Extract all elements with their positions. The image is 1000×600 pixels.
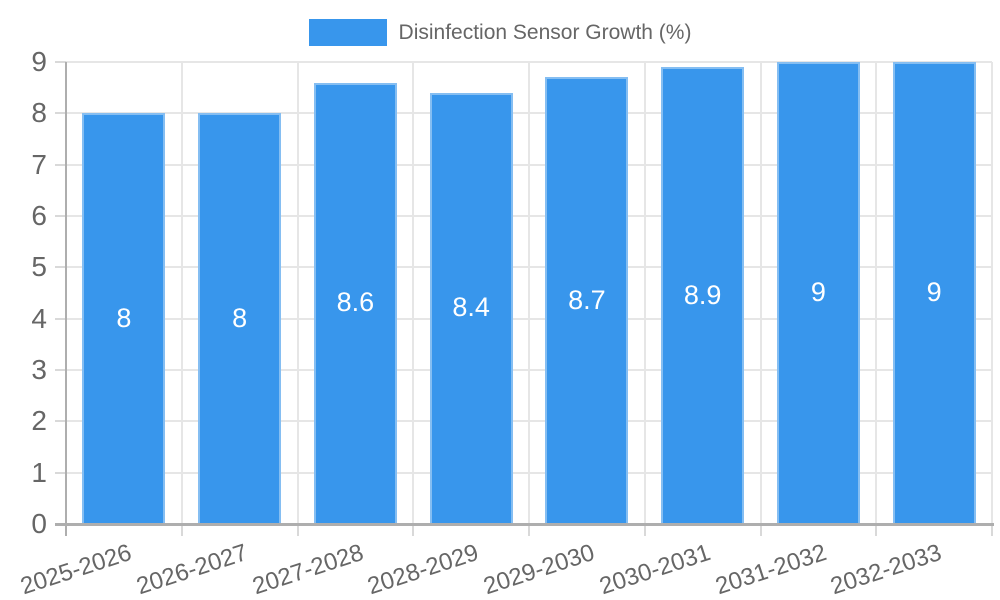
x-gridline bbox=[412, 62, 415, 524]
x-gridline bbox=[180, 62, 183, 524]
y-axis-tick-label: 3 bbox=[31, 354, 47, 385]
bar[interactable] bbox=[313, 82, 397, 523]
y-axis-tick bbox=[55, 112, 66, 115]
bar-value-label: 9 bbox=[926, 277, 942, 307]
x-axis-tick-label: 2029-2030 bbox=[480, 539, 598, 600]
x-axis-tick bbox=[643, 524, 646, 536]
x-axis-tick bbox=[875, 524, 878, 536]
y-axis-tick bbox=[55, 317, 66, 320]
x-gridline bbox=[759, 62, 762, 524]
x-axis-tick bbox=[412, 524, 415, 536]
y-axis-tick bbox=[55, 215, 66, 217]
legend-swatch-icon bbox=[308, 19, 387, 46]
x-axis-tick-label: 2026-2027 bbox=[133, 539, 251, 600]
bar-value-label: 8.7 bbox=[568, 284, 606, 315]
bar[interactable] bbox=[198, 113, 282, 523]
x-axis-tick bbox=[296, 524, 299, 536]
bar-value-label: 8 bbox=[116, 302, 132, 333]
bar[interactable] bbox=[82, 113, 166, 523]
y-axis-tick-label: 0 bbox=[31, 508, 47, 539]
x-gridline bbox=[875, 62, 878, 524]
bar-value-label: 8.4 bbox=[452, 292, 490, 323]
x-axis-tick-label: 2025-2026 bbox=[17, 539, 135, 600]
x-axis-tick-label: 2027-2028 bbox=[248, 539, 367, 600]
x-axis-tick bbox=[65, 524, 67, 536]
x-axis-tick-label: 2032-2033 bbox=[827, 539, 946, 600]
y-axis-tick-label: 2 bbox=[31, 405, 47, 437]
y-axis-tick-label: 9 bbox=[31, 46, 47, 77]
bar-value-label: 8 bbox=[232, 302, 248, 333]
y-axis-tick bbox=[55, 369, 66, 371]
x-axis-tick bbox=[991, 524, 993, 536]
y-axis-tick bbox=[55, 163, 66, 166]
x-gridline bbox=[643, 62, 646, 524]
y-axis-tick-label: 8 bbox=[31, 97, 47, 129]
y-axis-tick-label: 5 bbox=[31, 251, 47, 283]
bar-value-label: 9 bbox=[810, 277, 826, 307]
y-axis-tick bbox=[55, 266, 66, 269]
x-axis-tick-label: 2031-2032 bbox=[711, 539, 830, 600]
x-gridline bbox=[991, 62, 993, 524]
legend[interactable]: Disinfection Sensor Growth (%) bbox=[0, 19, 1000, 46]
y-axis-tick-label: 4 bbox=[31, 302, 47, 334]
x-axis-tick bbox=[180, 524, 183, 536]
y-axis-tick-label: 6 bbox=[31, 200, 47, 231]
x-axis-line bbox=[55, 523, 994, 526]
x-gridline bbox=[296, 62, 299, 524]
x-axis-tick-label: 2030-2031 bbox=[596, 539, 714, 600]
x-axis-tick bbox=[528, 524, 530, 536]
bar-value-label: 8.6 bbox=[336, 287, 375, 318]
x-axis-tick bbox=[759, 524, 762, 536]
x-gridline bbox=[528, 62, 530, 524]
bar[interactable] bbox=[661, 67, 745, 523]
x-axis-tick-label: 2028-2029 bbox=[364, 539, 483, 600]
y-axis-tick bbox=[55, 420, 66, 423]
bar[interactable] bbox=[892, 62, 976, 523]
y-axis-tick-label: 7 bbox=[31, 148, 47, 180]
y-axis-tick bbox=[55, 61, 66, 63]
bar[interactable] bbox=[545, 77, 629, 523]
bar-value-label: 8.9 bbox=[683, 279, 722, 310]
bar[interactable] bbox=[429, 92, 513, 523]
legend-label: Disinfection Sensor Growth (%) bbox=[398, 21, 692, 44]
y-axis-line bbox=[65, 62, 67, 524]
bar[interactable] bbox=[776, 62, 860, 523]
y-axis-tick-label: 1 bbox=[31, 456, 47, 488]
y-axis-tick bbox=[55, 471, 66, 474]
